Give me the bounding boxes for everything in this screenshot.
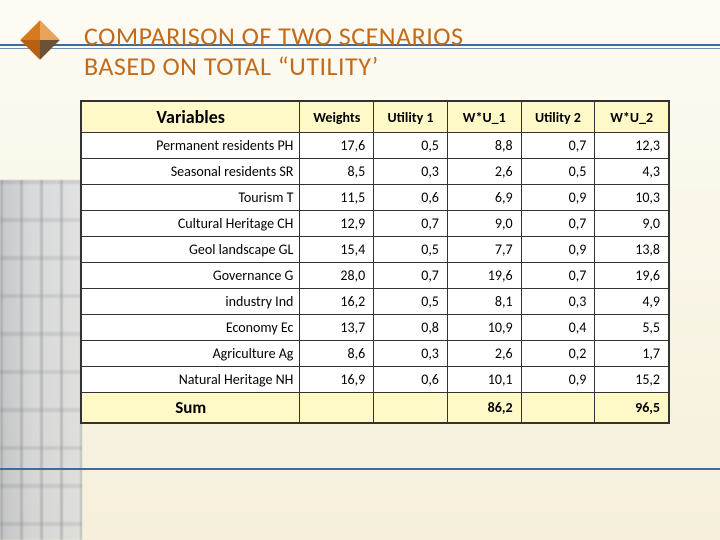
cell-wu1: 2,6 [447, 341, 521, 367]
col-utility2: Utility 2 [521, 102, 595, 133]
cell-wu2: 1,7 [595, 341, 669, 367]
cell-variable: Tourism T [82, 185, 300, 211]
cell-weight: 8,5 [300, 159, 374, 185]
cell-utility1: 0,5 [374, 237, 448, 263]
cell-wu2: 13,8 [595, 237, 669, 263]
cell-utility2: 0,3 [521, 289, 595, 315]
cell-wu1: 9,0 [447, 211, 521, 237]
cell-utility2: 0,9 [521, 237, 595, 263]
cell-wu2: 5,5 [595, 315, 669, 341]
cell-utility1: 0,5 [374, 289, 448, 315]
bottom-rule [0, 468, 720, 470]
cell-utility2: 0,7 [521, 263, 595, 289]
cell-wu1: 6,9 [447, 185, 521, 211]
cell-variable: Seasonal residents SR [82, 159, 300, 185]
cell-weight: 8,6 [300, 341, 374, 367]
cell-variable: Geol landscape GL [82, 237, 300, 263]
utility-table: Variables Weights Utility 1 W*U_1 Utilit… [80, 100, 670, 424]
cell-utility1: 0,8 [374, 315, 448, 341]
cell-utility1: 0,5 [374, 133, 448, 159]
cell-wu2: 12,3 [595, 133, 669, 159]
cell-wu2: 15,2 [595, 367, 669, 393]
table-row: Economy Ec13,70,810,90,45,5 [82, 315, 669, 341]
cell-wu1: 10,1 [447, 367, 521, 393]
cell-utility2: 0,9 [521, 185, 595, 211]
cell-utility2: 0,4 [521, 315, 595, 341]
table-sum-row: Sum 86,2 96,5 [82, 393, 669, 423]
cell-weight: 28,0 [300, 263, 374, 289]
cell-weight: 15,4 [300, 237, 374, 263]
cell-utility2: 0,9 [521, 367, 595, 393]
cell-variable: Permanent residents PH [82, 133, 300, 159]
cell-utility1: 0,3 [374, 159, 448, 185]
table-row: Seasonal residents SR8,50,32,60,54,3 [82, 159, 669, 185]
sum-blank-1 [300, 393, 374, 423]
table-header-row: Variables Weights Utility 1 W*U_1 Utilit… [82, 102, 669, 133]
table-row: Permanent residents PH17,60,58,80,712,3 [82, 133, 669, 159]
cell-utility1: 0,3 [374, 341, 448, 367]
sum-label: Sum [82, 393, 300, 423]
cell-weight: 12,9 [300, 211, 374, 237]
title-line-1: COMPARISON OF TWO SCENARIOS [84, 22, 463, 52]
cell-utility1: 0,6 [374, 185, 448, 211]
cell-wu1: 8,1 [447, 289, 521, 315]
cell-variable: Economy Ec [82, 315, 300, 341]
cell-weight: 16,2 [300, 289, 374, 315]
cell-utility2: 0,7 [521, 133, 595, 159]
cell-utility2: 0,7 [521, 211, 595, 237]
cell-weight: 11,5 [300, 185, 374, 211]
cell-wu1: 19,6 [447, 263, 521, 289]
sum-blank-3 [521, 393, 595, 423]
title-line-2: BASED ON TOTAL “UTILITY’ [84, 52, 463, 82]
table-row: Agriculture Ag8,60,32,60,21,7 [82, 341, 669, 367]
table-row: Natural Heritage NH16,90,610,10,915,2 [82, 367, 669, 393]
cell-variable: industry Ind [82, 289, 300, 315]
col-weights: Weights [300, 102, 374, 133]
cell-weight: 13,7 [300, 315, 374, 341]
table-row: Geol landscape GL15,40,57,70,913,8 [82, 237, 669, 263]
cell-variable: Natural Heritage NH [82, 367, 300, 393]
cell-utility1: 0,7 [374, 263, 448, 289]
cell-utility2: 0,2 [521, 341, 595, 367]
sum-wu2: 96,5 [595, 393, 669, 423]
cell-variable: Governance G [82, 263, 300, 289]
cell-utility1: 0,6 [374, 367, 448, 393]
cell-wu2: 4,9 [595, 289, 669, 315]
table-row: industry Ind16,20,58,10,34,9 [82, 289, 669, 315]
cell-wu2: 9,0 [595, 211, 669, 237]
page-title: COMPARISON OF TWO SCENARIOS BASED ON TOT… [84, 22, 463, 82]
cell-wu1: 7,7 [447, 237, 521, 263]
table-row: Cultural Heritage CH12,90,79,00,79,0 [82, 211, 669, 237]
logo-icon [18, 18, 62, 62]
table-row: Tourism T11,50,66,90,910,3 [82, 185, 669, 211]
col-variables: Variables [82, 102, 300, 133]
sum-wu1: 86,2 [447, 393, 521, 423]
table-row: Governance G28,00,719,60,719,6 [82, 263, 669, 289]
cell-utility2: 0,5 [521, 159, 595, 185]
cell-wu2: 10,3 [595, 185, 669, 211]
cell-variable: Agriculture Ag [82, 341, 300, 367]
cell-wu2: 4,3 [595, 159, 669, 185]
cell-wu1: 2,6 [447, 159, 521, 185]
cell-variable: Cultural Heritage CH [82, 211, 300, 237]
col-utility1: Utility 1 [374, 102, 448, 133]
cell-weight: 16,9 [300, 367, 374, 393]
cell-wu2: 19,6 [595, 263, 669, 289]
building-photo-decoration [0, 180, 82, 540]
cell-wu1: 10,9 [447, 315, 521, 341]
cell-weight: 17,6 [300, 133, 374, 159]
col-wu2: W*U_2 [595, 102, 669, 133]
col-wu1: W*U_1 [447, 102, 521, 133]
sum-blank-2 [374, 393, 448, 423]
cell-utility1: 0,7 [374, 211, 448, 237]
cell-wu1: 8,8 [447, 133, 521, 159]
